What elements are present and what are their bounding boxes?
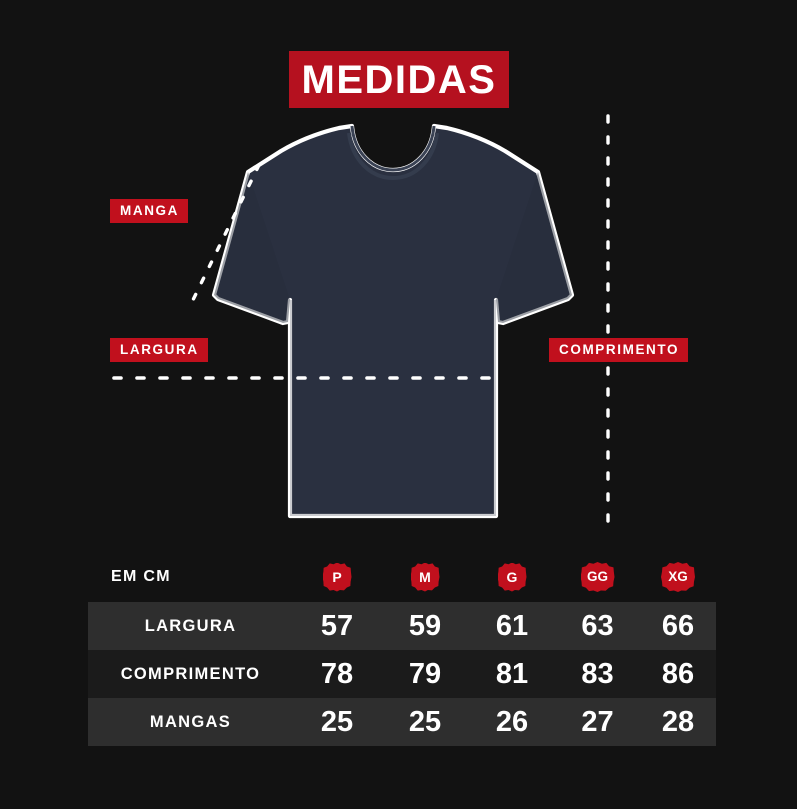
cell-mangas-gg: 27 <box>581 705 614 738</box>
cell-largura-xg: 66 <box>661 609 695 642</box>
row-label-largura: LARGURA <box>144 616 237 635</box>
cell-largura-gg: 63 <box>581 609 614 642</box>
cell-mangas-p: 25 <box>320 705 354 738</box>
size-header-gg: GG <box>555 562 640 592</box>
cell-mangas-xg: 28 <box>661 705 695 738</box>
label-comprimento: COMPRIMENTO <box>549 338 689 362</box>
size-badge-xg: XG <box>661 562 695 592</box>
cell-comprimento-gg: 83 <box>581 657 614 690</box>
table-row: COMPRIMENTO 78 79 81 83 86 <box>88 650 716 698</box>
size-header-g: G <box>469 562 555 592</box>
unit-label: EM CM <box>111 568 171 585</box>
tshirt-icon <box>211 123 575 519</box>
table-header-row: EM CM P M G GG XG <box>88 552 716 602</box>
size-header-m: M <box>381 562 469 592</box>
size-badge-gg: GG <box>580 562 615 592</box>
cell-largura-p: 57 <box>320 609 354 642</box>
sleeve-dashed-guide <box>188 163 261 308</box>
cell-comprimento-g: 81 <box>495 657 529 690</box>
cell-comprimento-m: 79 <box>408 657 442 690</box>
cell-comprimento-xg: 86 <box>661 657 695 690</box>
size-header-xg: XG <box>640 562 716 592</box>
table-row: MANGAS 25 25 26 27 28 <box>88 698 716 746</box>
cell-mangas-m: 25 <box>408 705 442 738</box>
measurements-table: EM CM P M G GG XG LARGURA 57 59 61 63 <box>88 552 716 746</box>
row-label-comprimento: COMPRIMENTO <box>120 664 261 683</box>
cell-comprimento-p: 78 <box>320 657 354 690</box>
cell-mangas-g: 26 <box>495 705 529 738</box>
cell-largura-m: 59 <box>408 609 442 642</box>
label-manga: MANGA <box>110 199 188 223</box>
label-largura: LARGURA <box>110 338 208 362</box>
size-header-p: P <box>293 562 381 592</box>
title-banner: MEDIDAS <box>289 51 509 108</box>
table-row: LARGURA 57 59 61 63 66 <box>88 602 716 650</box>
page-title: MEDIDAS <box>301 57 497 102</box>
size-badge-m: M <box>410 562 440 592</box>
row-label-mangas: MANGAS <box>149 712 232 731</box>
size-badge-p: P <box>322 562 352 592</box>
cell-largura-g: 61 <box>495 609 529 642</box>
size-badge-g: G <box>497 562 527 592</box>
